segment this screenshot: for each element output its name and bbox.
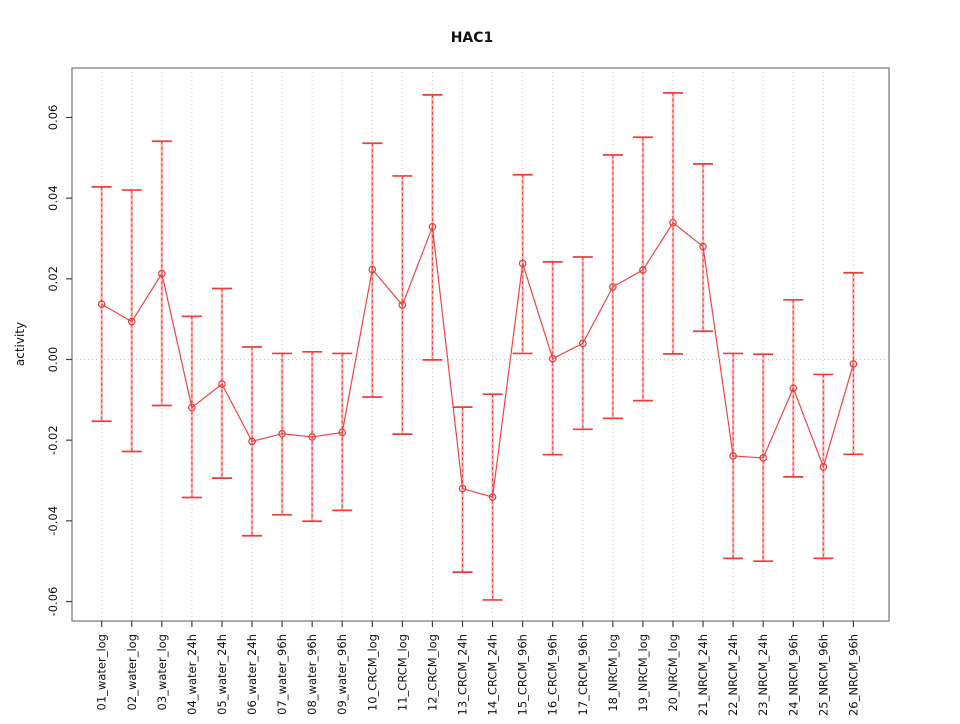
data-point bbox=[97, 300, 106, 309]
x-category-label: 20_NRCM_log bbox=[666, 634, 680, 712]
plot-border bbox=[71, 67, 890, 622]
x-category-label: 17_CRCM_96h bbox=[576, 634, 590, 715]
x-category-label: 10_CRCM_log bbox=[365, 634, 379, 711]
y-tick-label: 0.04 bbox=[46, 185, 60, 211]
x-category-label: 12_CRCM_log bbox=[425, 634, 439, 711]
data-point bbox=[699, 242, 707, 251]
x-category-label: 25_NRCM_96h bbox=[816, 634, 830, 716]
data-point bbox=[188, 403, 196, 412]
data-point bbox=[308, 433, 316, 441]
x-category-label: 02_water_log bbox=[125, 634, 139, 710]
x-category-label: 03_water_log bbox=[155, 634, 169, 710]
data-point bbox=[669, 218, 677, 227]
x-category-label: 05_water_24h bbox=[215, 634, 229, 715]
x-category-label: 14_CRCM_24h bbox=[486, 634, 500, 715]
y-tick-label: -0.04 bbox=[46, 506, 60, 536]
data-point bbox=[729, 452, 737, 460]
data-point bbox=[488, 493, 497, 501]
data-point bbox=[218, 380, 226, 388]
x-category-label: 01_water_log bbox=[95, 634, 109, 710]
x-category-label: 21_NRCM_24h bbox=[696, 634, 710, 716]
y-tick-label: 0.06 bbox=[46, 105, 60, 131]
x-category-label: 04_water_24h bbox=[185, 634, 199, 715]
data-point bbox=[338, 428, 347, 437]
series-line bbox=[101, 221, 854, 498]
x-category-label: 15_CRCM_96h bbox=[516, 634, 530, 715]
data-point bbox=[609, 283, 617, 291]
y-tick-label: -0.06 bbox=[46, 587, 60, 617]
x-category-label: 08_water_96h bbox=[305, 634, 319, 715]
x-category-label: 11_CRCM_log bbox=[395, 634, 409, 711]
data-point bbox=[278, 429, 286, 438]
y-tick-label: -0.02 bbox=[46, 425, 60, 455]
data-point bbox=[458, 484, 467, 493]
x-category-label: 18_NRCM_log bbox=[606, 634, 620, 712]
data-point bbox=[548, 354, 557, 363]
x-category-label: 23_NRCM_24h bbox=[756, 634, 770, 716]
x-category-label: 19_NRCM_log bbox=[636, 634, 650, 712]
data-point bbox=[368, 265, 377, 274]
y-tick-label: 0.02 bbox=[46, 266, 60, 292]
data-point bbox=[578, 339, 587, 348]
x-category-label: 24_NRCM_96h bbox=[786, 634, 800, 716]
chart-title: HAC1 bbox=[451, 30, 494, 46]
data-point bbox=[759, 454, 767, 462]
plot-area: -0.06 -0.04 -0.02 0.00 0.02 0.04 0.06 01_water_… bbox=[46, 67, 890, 716]
y-axis-label: activity bbox=[13, 322, 27, 366]
x-category-label: 13_CRCM_24h bbox=[456, 634, 470, 715]
data-point bbox=[639, 266, 647, 274]
data-point bbox=[789, 384, 798, 392]
x-category-label: 22_NRCM_24h bbox=[726, 634, 740, 716]
data-point bbox=[158, 269, 166, 278]
x-category-label: 16_CRCM_96h bbox=[546, 634, 560, 715]
data-point bbox=[518, 259, 527, 268]
x-category-label: 06_water_24h bbox=[245, 634, 259, 715]
data-point bbox=[127, 317, 136, 326]
data-point bbox=[428, 222, 437, 231]
x-category-label: 09_water_96h bbox=[335, 634, 349, 715]
x-category-label: 26_NRCM_96h bbox=[846, 634, 860, 716]
data-point bbox=[849, 360, 858, 368]
y-tick-label: 0.00 bbox=[46, 347, 60, 373]
data-point bbox=[248, 437, 256, 446]
data-point bbox=[398, 301, 407, 309]
data-point bbox=[819, 463, 828, 471]
x-category-label: 07_water_96h bbox=[275, 634, 289, 715]
